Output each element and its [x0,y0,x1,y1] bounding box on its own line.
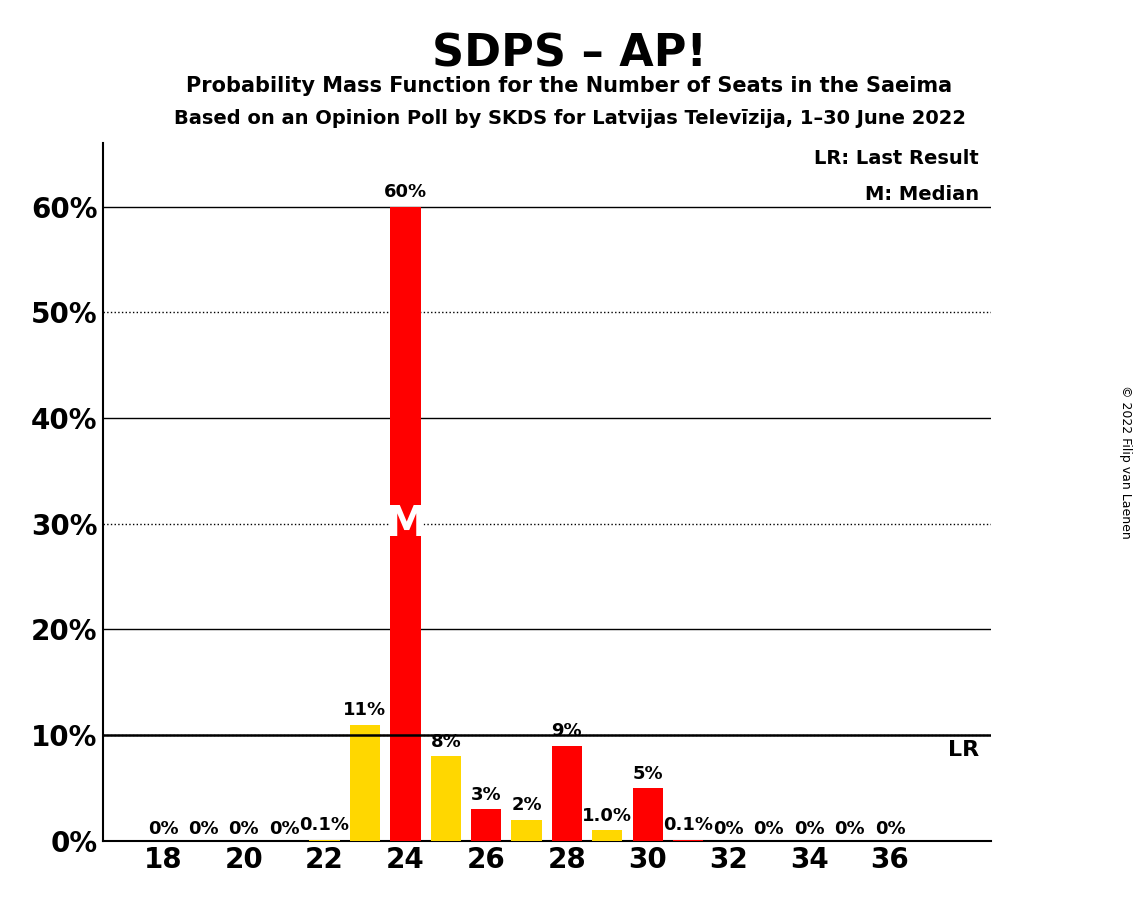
Text: 0%: 0% [754,820,784,838]
Text: LR: Last Result: LR: Last Result [814,149,978,167]
Text: 0%: 0% [794,820,825,838]
Text: 0%: 0% [713,820,744,838]
Bar [472,809,501,841]
Text: 2%: 2% [511,796,542,814]
Text: 3%: 3% [470,785,501,804]
Bar [511,820,542,841]
Bar [592,831,622,841]
Text: © 2022 Filip van Laenen: © 2022 Filip van Laenen [1118,385,1132,539]
Text: 0%: 0% [229,820,260,838]
Bar [632,788,663,841]
Text: 0%: 0% [269,820,300,838]
Bar [673,840,703,841]
Bar [431,756,461,841]
Text: 0%: 0% [148,820,179,838]
Bar [310,840,339,841]
Text: 0%: 0% [875,820,906,838]
Text: 0%: 0% [188,820,219,838]
Bar [551,746,582,841]
Text: 1.0%: 1.0% [582,807,632,825]
Text: 11%: 11% [344,701,386,719]
Text: 5%: 5% [632,765,663,783]
Text: 9%: 9% [551,723,582,740]
Text: 0.1%: 0.1% [663,817,713,834]
Bar [350,724,380,841]
Text: 60%: 60% [384,183,427,201]
Text: LR: LR [948,740,978,760]
Text: Probability Mass Function for the Number of Seats in the Saeima: Probability Mass Function for the Number… [187,76,952,96]
Text: 0%: 0% [834,820,865,838]
Text: 0.1%: 0.1% [300,817,350,834]
Text: Based on an Opinion Poll by SKDS for Latvijas Televīzija, 1–30 June 2022: Based on an Opinion Poll by SKDS for Lat… [173,109,966,128]
Bar [391,207,420,841]
Text: 8%: 8% [431,733,461,751]
Text: SDPS – AP!: SDPS – AP! [432,32,707,76]
Text: M: M [385,503,426,545]
Text: M: Median: M: Median [865,186,978,204]
